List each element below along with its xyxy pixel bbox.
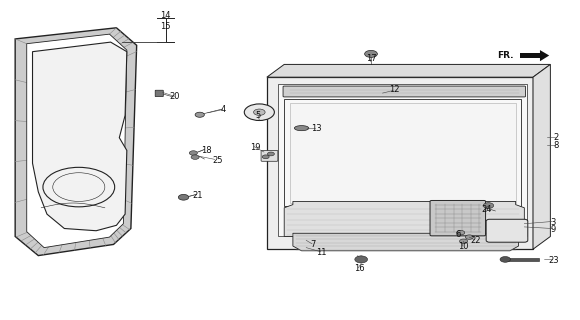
Circle shape bbox=[189, 151, 197, 155]
Polygon shape bbox=[290, 103, 516, 203]
Circle shape bbox=[465, 235, 473, 239]
Circle shape bbox=[456, 230, 465, 235]
Text: 22: 22 bbox=[470, 236, 480, 245]
Polygon shape bbox=[27, 34, 127, 248]
Circle shape bbox=[178, 195, 188, 200]
Polygon shape bbox=[32, 42, 127, 231]
Polygon shape bbox=[504, 258, 539, 261]
Text: 11: 11 bbox=[317, 248, 327, 257]
Text: 21: 21 bbox=[192, 190, 202, 200]
Text: 12: 12 bbox=[389, 85, 400, 94]
Text: 5: 5 bbox=[256, 111, 261, 120]
FancyBboxPatch shape bbox=[430, 200, 485, 236]
Polygon shape bbox=[540, 50, 549, 61]
Text: 8: 8 bbox=[553, 141, 559, 150]
Circle shape bbox=[195, 112, 204, 117]
Circle shape bbox=[191, 155, 199, 159]
FancyBboxPatch shape bbox=[261, 150, 278, 161]
Text: 9: 9 bbox=[550, 225, 556, 234]
Circle shape bbox=[355, 256, 368, 263]
Text: 10: 10 bbox=[458, 242, 469, 251]
FancyBboxPatch shape bbox=[283, 86, 525, 97]
Text: 4: 4 bbox=[221, 105, 226, 114]
Polygon shape bbox=[284, 201, 524, 236]
Circle shape bbox=[459, 239, 467, 244]
Text: FR.: FR. bbox=[497, 51, 513, 60]
Text: 3: 3 bbox=[550, 218, 556, 227]
Polygon shape bbox=[533, 64, 550, 249]
Circle shape bbox=[483, 203, 494, 208]
Circle shape bbox=[267, 152, 274, 156]
FancyBboxPatch shape bbox=[155, 90, 164, 97]
Circle shape bbox=[365, 50, 378, 57]
Text: 15: 15 bbox=[160, 22, 171, 31]
Polygon shape bbox=[15, 28, 137, 256]
Polygon shape bbox=[278, 84, 527, 236]
Text: 17: 17 bbox=[366, 53, 376, 62]
Circle shape bbox=[244, 104, 274, 121]
Text: 23: 23 bbox=[548, 256, 559, 265]
Text: 16: 16 bbox=[354, 264, 365, 273]
Circle shape bbox=[262, 155, 269, 159]
Text: 14: 14 bbox=[160, 11, 171, 20]
Circle shape bbox=[500, 257, 510, 262]
Polygon shape bbox=[267, 77, 533, 249]
Text: 13: 13 bbox=[311, 124, 321, 132]
Text: 20: 20 bbox=[169, 92, 180, 101]
Text: 2: 2 bbox=[553, 133, 559, 142]
Polygon shape bbox=[267, 64, 550, 77]
Polygon shape bbox=[520, 53, 540, 58]
FancyBboxPatch shape bbox=[486, 219, 528, 242]
Circle shape bbox=[253, 109, 265, 116]
Text: 19: 19 bbox=[250, 143, 260, 152]
Ellipse shape bbox=[294, 125, 309, 131]
Polygon shape bbox=[293, 233, 519, 251]
Text: 24: 24 bbox=[481, 205, 492, 214]
Text: 18: 18 bbox=[201, 146, 212, 155]
Text: 7: 7 bbox=[310, 240, 316, 249]
Text: 25: 25 bbox=[212, 156, 223, 164]
Text: 6: 6 bbox=[455, 230, 461, 239]
